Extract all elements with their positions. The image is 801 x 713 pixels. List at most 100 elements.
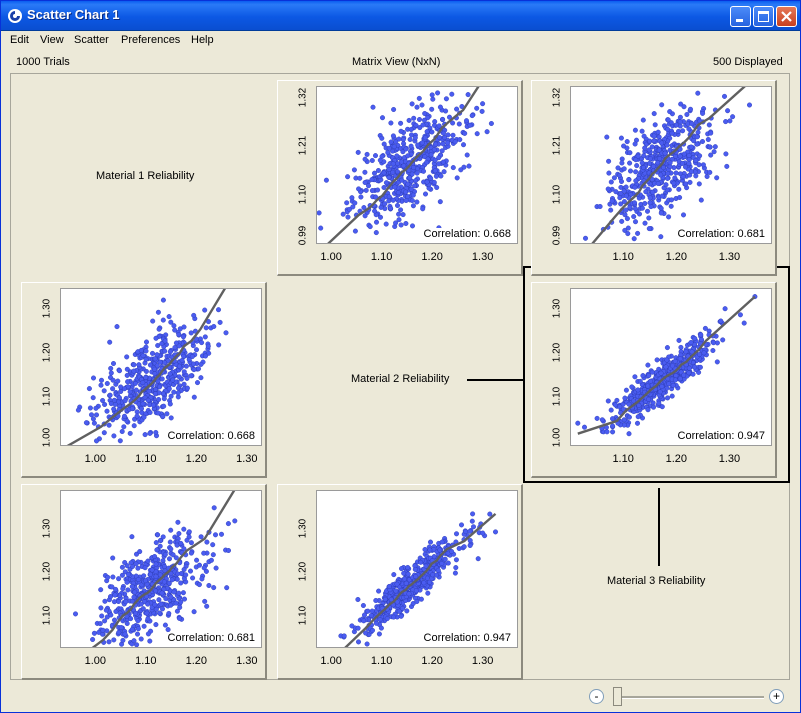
scatter-point [138,601,144,607]
scatter-point [673,170,679,176]
scatter-point [135,618,141,624]
scatter-point [420,206,426,212]
scatter-point [414,170,420,176]
x-tick-label: 1.00 [84,655,107,667]
scatter-point [211,585,217,591]
window-title: Scatter Chart 1 [27,7,120,22]
scatter-point [161,564,167,570]
y-tick-label: 1.21 [551,136,563,156]
scatter-point [433,141,439,147]
scatter-point [718,318,724,324]
scatter-point [484,129,490,135]
scatter-point [202,334,208,340]
scatter-point [184,375,190,381]
scatter-point [405,571,411,577]
menu-edit[interactable]: Edit [10,34,29,46]
scatter-point [175,519,181,525]
scatter-point [160,391,166,397]
scatter-plot-area[interactable]: Correlation: 0.947 [316,490,518,648]
app-icon [8,9,22,23]
scatter-plot-area[interactable]: Correlation: 0.681 [570,86,772,244]
scatter-point [414,598,420,604]
zoom-slider-thumb[interactable] [613,687,622,706]
scatter-point [386,174,392,180]
scatter-point [181,526,187,532]
y-tick-label: 1.30 [41,518,53,538]
scatter-point [161,403,167,409]
title-bar[interactable]: Scatter Chart 1 [1,1,800,31]
scatter-point [723,119,729,125]
x-tick-label: 1.30 [718,453,741,465]
scatter-point [345,214,351,220]
scatter-svg [338,511,498,647]
scatter-point [428,152,434,158]
scatter-point [664,345,670,351]
scatter-point [746,102,752,108]
scatter-point [401,576,407,582]
scatter-point [317,210,322,216]
scatter-point [349,195,355,201]
scatter-point [176,531,182,537]
scatter-point [173,340,179,346]
scatter-point [167,539,173,545]
scatter-point [124,579,130,585]
correlation-label: Correlation: 0.681 [677,228,765,240]
scatter-point [142,432,148,438]
zoom-slider-track[interactable] [618,696,764,699]
zoom-in-button[interactable]: + [769,689,784,704]
scatter-point [467,528,473,534]
x-tick-label: 1.20 [421,655,443,667]
scatter-point [122,631,128,637]
scatter-point [369,157,375,163]
menu-view[interactable]: View [40,34,64,46]
scatter-point [341,633,347,639]
zoom-out-button[interactable]: - [589,689,604,704]
scatter-point [403,197,409,203]
scatter-plot-area[interactable]: Correlation: 0.947 [570,288,772,446]
scatter-cell-r2c3[interactable]: Correlation: 0.947 1.00 1.10 1.20 1.30 1.10 1.… [531,282,777,478]
scatter-point [606,158,612,164]
scatter-point [109,584,115,590]
scatter-point [454,106,460,112]
menu-scatter[interactable]: Scatter [74,34,109,46]
scatter-point [431,179,437,185]
scatter-point [443,96,449,102]
scatter-point [633,169,639,175]
scatter-point [159,590,165,596]
scatter-point [608,407,614,413]
scatter-point [101,430,107,436]
scatter-point [90,636,96,642]
scatter-point [131,362,137,368]
scatter-point [154,547,160,553]
scatter-point [437,547,443,553]
scatter-cell-r3c2[interactable]: Correlation: 0.947 1.10 1.20 1.30 1.00 1.10 1.… [277,484,523,680]
scatter-point [145,397,151,403]
scatter-point [153,429,159,435]
x-tick-label: 1.30 [236,453,258,465]
scatter-point [640,373,646,379]
scatter-plot-area[interactable]: Correlation: 0.681 [60,490,262,648]
scatter-point [707,144,713,150]
scatter-cell-r3c1[interactable]: Correlation: 0.681 1.10 1.20 1.30 1.00 1.10 1.… [21,484,267,680]
scatter-point [658,205,664,211]
scatter-point [147,362,153,368]
scatter-point [386,583,392,589]
menu-preferences[interactable]: Preferences [121,34,181,46]
minimize-button[interactable] [730,6,751,27]
close-button[interactable] [776,6,797,27]
scatter-point [111,406,117,412]
scatter-point [575,420,581,426]
scatter-plot-area[interactable]: Correlation: 0.668 [316,86,518,244]
scatter-point [706,122,712,128]
scatter-point [437,104,443,110]
scatter-plot-area[interactable]: Correlation: 0.668 [60,288,262,446]
scatter-point [160,317,166,323]
scatter-point [666,214,672,220]
menu-help[interactable]: Help [191,34,214,46]
scatter-point [115,378,121,384]
scatter-cell-r1c2[interactable]: Correlation: 0.668 0.99 1.10 1.21 1.32 1.00 1.… [277,80,523,276]
maximize-button[interactable] [753,6,774,27]
scatter-point [140,380,146,386]
scatter-cell-r1c3[interactable]: Correlation: 0.681 0.99 1.10 1.21 1.32 1.10 1.… [531,80,777,276]
scatter-cell-r2c1[interactable]: Correlation: 0.668 1.00 1.10 1.20 1.30 1.00 1.… [21,282,267,478]
